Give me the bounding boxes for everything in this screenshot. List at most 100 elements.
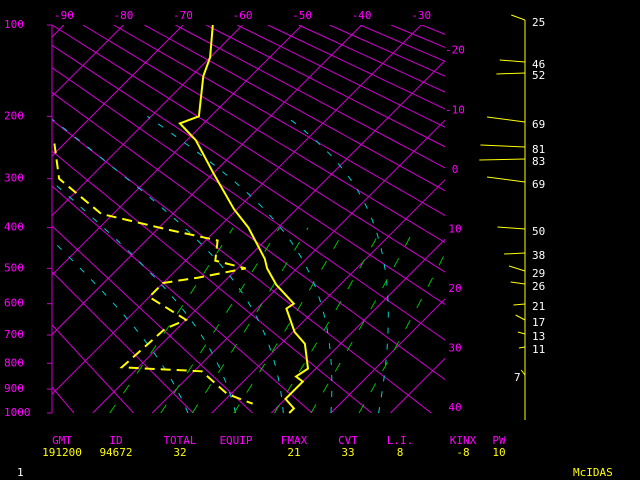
dry-adiabat [360, 25, 445, 62]
wind-barb [497, 226, 526, 230]
dry-adiabat [52, 150, 373, 413]
dry-adiabat [390, 25, 445, 48]
x-tick-label: -90 [54, 9, 74, 22]
wind-barb [508, 265, 526, 272]
wind-speed-label: 50 [532, 225, 545, 238]
wind-barb [486, 116, 526, 123]
x-tick-label: -40 [352, 9, 372, 22]
index-value: 21 [287, 446, 300, 459]
isotherm [52, 25, 65, 38]
wind-barb [513, 303, 526, 306]
wind-speed-label: 69 [532, 118, 545, 131]
x-tick-label: -30 [411, 9, 431, 22]
wind-barb [511, 14, 526, 21]
wind-speed-label: 25 [532, 16, 545, 29]
index-label: TOTAL [163, 434, 196, 447]
wind-speed-label: 26 [532, 280, 545, 293]
index-label: L.I. [387, 434, 414, 447]
index-value: 8 [397, 446, 404, 459]
wind-speed-label: 17 [532, 316, 545, 329]
x-tick-label: 10 [448, 222, 461, 235]
index-value: 94672 [99, 446, 132, 459]
x-tick-label: -50 [292, 9, 312, 22]
wind-barb [515, 314, 526, 321]
index-value: 32 [173, 446, 186, 459]
plot-area [52, 25, 640, 413]
x-tick-label: 20 [448, 282, 461, 295]
moist-adiabat [147, 115, 333, 413]
isotherm [52, 25, 124, 98]
moist-adiabat [52, 118, 284, 413]
page-number: 1 [17, 466, 24, 479]
mixing-ratio-line [233, 227, 347, 413]
wind-speed-label: 83 [532, 155, 545, 168]
dry-adiabat [236, 25, 445, 128]
wind-speed-label: 38 [532, 249, 545, 262]
index-value: 10 [492, 446, 505, 459]
index-label: KINX [450, 434, 477, 447]
y-tick-label: 800 [4, 356, 24, 369]
wind-speed-label: 13 [532, 330, 545, 343]
wind-barb [486, 176, 526, 183]
mixing-ratio-line [109, 227, 234, 413]
x-tick-label: 0 [452, 163, 459, 176]
x-tick-label: -60 [233, 9, 253, 22]
dry-adiabat [453, 25, 640, 413]
index-value: 33 [341, 446, 354, 459]
index-label: EQUIP [219, 434, 252, 447]
dry-adiabat [52, 25, 445, 273]
isotherm [52, 25, 303, 276]
mixing-ratio-line [191, 227, 309, 413]
wind-speed-label: 69 [532, 178, 545, 191]
wind-barb [496, 72, 526, 75]
x-tick-label: -20 [445, 44, 465, 57]
isotherm [330, 298, 445, 413]
wind-speed-label: 29 [532, 267, 545, 280]
wind-speed-label: 21 [532, 300, 545, 313]
dry-adiabat [82, 25, 445, 244]
dry-adiabat [52, 225, 253, 413]
index-label: GMT [52, 434, 72, 447]
x-tick-label: -70 [173, 9, 193, 22]
dry-adiabat [52, 185, 313, 413]
dry-adiabat [52, 44, 445, 305]
moist-adiabat [285, 115, 389, 413]
moist-adiabat [52, 180, 237, 413]
wind-barb [520, 369, 526, 376]
wind-barb [517, 331, 526, 335]
index-value: -8 [456, 446, 469, 459]
wind-speed-label: 7 [514, 371, 521, 384]
dry-adiabat [52, 67, 445, 341]
isotherm [52, 25, 184, 157]
dry-adiabat [298, 25, 445, 93]
dry-adiabat [113, 25, 445, 217]
moist-adiabat [52, 239, 189, 413]
brand: McIDAS [573, 466, 613, 479]
y-tick-label: 100 [4, 18, 24, 31]
wind-speed-label: 52 [532, 69, 545, 82]
y-tick-label: 500 [4, 261, 24, 274]
wind-speed-label: 81 [532, 143, 545, 156]
isotherm [390, 357, 445, 413]
wind-speed-label: 46 [532, 58, 545, 71]
y-tick-label: 1000 [4, 406, 31, 419]
dry-adiabat [144, 25, 445, 192]
y-tick-label: 600 [4, 297, 24, 310]
temperature-line [178, 24, 310, 414]
dry-adiabat [52, 91, 445, 381]
dry-adiabat [52, 386, 75, 413]
dry-adiabat [52, 324, 134, 413]
index-label: CVT [338, 434, 358, 447]
x-tick-label: 30 [448, 341, 461, 354]
dewpoint-line [53, 143, 254, 405]
wind-barb [504, 252, 526, 255]
isotherm [52, 25, 243, 217]
wind-speed-label: 11 [532, 343, 545, 356]
dry-adiabat [175, 25, 445, 169]
isotherm [271, 238, 445, 413]
y-tick-label: 200 [4, 109, 24, 122]
wind-barb [518, 346, 526, 349]
dry-adiabat [421, 25, 445, 35]
isotherm [92, 60, 445, 413]
